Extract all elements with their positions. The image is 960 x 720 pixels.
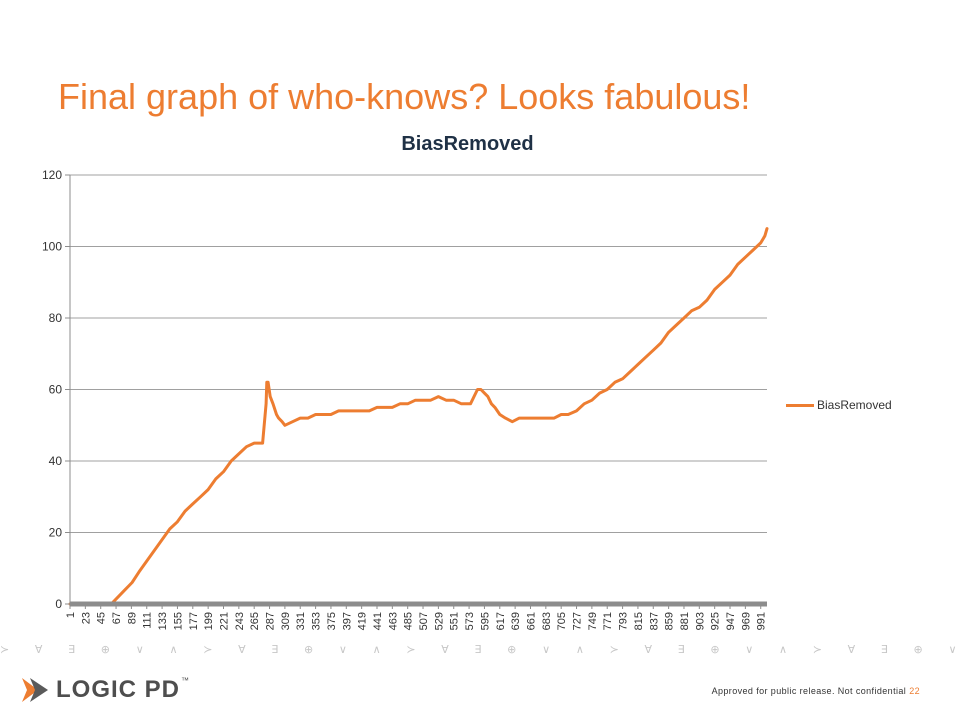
page-number: 22 <box>909 686 920 696</box>
chart-legend: BiasRemoved <box>786 398 892 412</box>
x-tick-label: 287 <box>265 612 277 630</box>
x-tick-label: 23 <box>80 612 92 624</box>
x-tick-label: 1 <box>65 612 77 618</box>
x-tick-label: 573 <box>464 612 476 630</box>
x-tick-label: 507 <box>418 612 430 630</box>
x-tick-label: 485 <box>403 612 415 630</box>
x-tick-label: 243 <box>234 612 246 630</box>
x-tick-label: 551 <box>449 612 461 630</box>
decorative-symbol-strip: ≻ ∀ ∃ ⊕ ∨ ∧ ≻ ∀ ∃ ⊕ ∨ ∧ ≻ ∀ ∃ ⊕ ∨ ∧ ≻ ∀ … <box>0 643 960 656</box>
y-tick-label: 0 <box>55 597 62 611</box>
x-tick-label: 947 <box>725 612 737 630</box>
axes <box>65 174 767 609</box>
x-tick-label: 67 <box>111 612 123 624</box>
logo-text: LOGIC PD <box>56 676 181 703</box>
x-tick-label: 397 <box>341 612 353 630</box>
y-tick-label: 20 <box>49 526 63 540</box>
slide-title: Final graph of who-knows? Looks fabulous… <box>58 76 751 117</box>
x-tick-label: 309 <box>280 612 292 630</box>
x-tick-labels: 1 23 45 67 89 111 133 155 177 199 221 243 265 287 309 3… <box>65 612 768 630</box>
x-tick-label: 529 <box>433 612 445 630</box>
x-tick-label: 331 <box>295 612 307 630</box>
series-layer <box>68 227 769 606</box>
x-tick-label: 463 <box>387 612 399 630</box>
y-tick-label: 100 <box>42 240 62 254</box>
logo-trademark: ™ <box>181 676 190 685</box>
x-tick-label: 903 <box>694 612 706 630</box>
line-chart: 0 20 40 60 80 100 120 1 23 45 67 89 111 133 155 177 199… <box>42 168 769 630</box>
x-tick-label: 595 <box>479 612 491 630</box>
logic-pd-logo-icon <box>22 678 48 702</box>
x-tick-label: 265 <box>249 612 261 630</box>
x-tick-label: 639 <box>510 612 522 630</box>
x-tick-label: 683 <box>541 612 553 630</box>
y-tick-label: 120 <box>42 168 62 182</box>
x-tick-label: 221 <box>218 612 230 630</box>
logo: LOGIC PD ™ <box>20 676 189 704</box>
x-tick-label: 881 <box>679 612 691 630</box>
footer-text: Approved for public release. Not confide… <box>711 686 907 696</box>
y-tick-label: 40 <box>49 454 63 468</box>
x-tick-label: 727 <box>572 612 584 630</box>
x-tick-label: 771 <box>602 612 614 630</box>
x-tick-label: 705 <box>556 612 568 630</box>
x-tick-label: 353 <box>311 612 323 630</box>
footer: Approved for public release. Not confide… <box>712 686 920 696</box>
x-tick-label: 419 <box>357 612 369 630</box>
x-tick-label: 793 <box>618 612 630 630</box>
x-tick-label: 815 <box>633 612 645 630</box>
x-tick-label: 133 <box>157 612 169 630</box>
x-tick-label: 45 <box>96 612 108 624</box>
x-tick-label: 991 <box>756 612 768 630</box>
legend-swatch <box>786 403 814 407</box>
y-tick-labels: 0 20 40 60 80 100 120 <box>42 168 62 611</box>
x-tick-label: 969 <box>740 612 752 630</box>
x-tick-label: 617 <box>495 612 507 630</box>
y-tick-label: 80 <box>49 311 63 325</box>
x-tick-label: 177 <box>188 612 200 630</box>
x-tick-label: 441 <box>372 612 384 630</box>
x-tick-label: 837 <box>648 612 660 630</box>
x-tick-label: 89 <box>126 612 138 624</box>
chart-title: BiasRemoved <box>401 133 534 155</box>
x-tick-label: 661 <box>525 612 537 630</box>
x-tick-label: 155 <box>172 612 184 630</box>
grid-lines <box>70 174 767 533</box>
legend-label: BiasRemoved <box>817 398 892 412</box>
x-tick-label: 925 <box>710 612 722 630</box>
y-tick-label: 60 <box>49 383 63 397</box>
x-tick-label: 859 <box>664 612 676 630</box>
series-line-biasremoved <box>68 227 769 606</box>
x-tick-label: 111 <box>142 612 154 629</box>
x-tick-label: 749 <box>587 612 599 630</box>
x-tick-label: 375 <box>326 612 338 630</box>
x-tick-label: 199 <box>203 612 215 630</box>
